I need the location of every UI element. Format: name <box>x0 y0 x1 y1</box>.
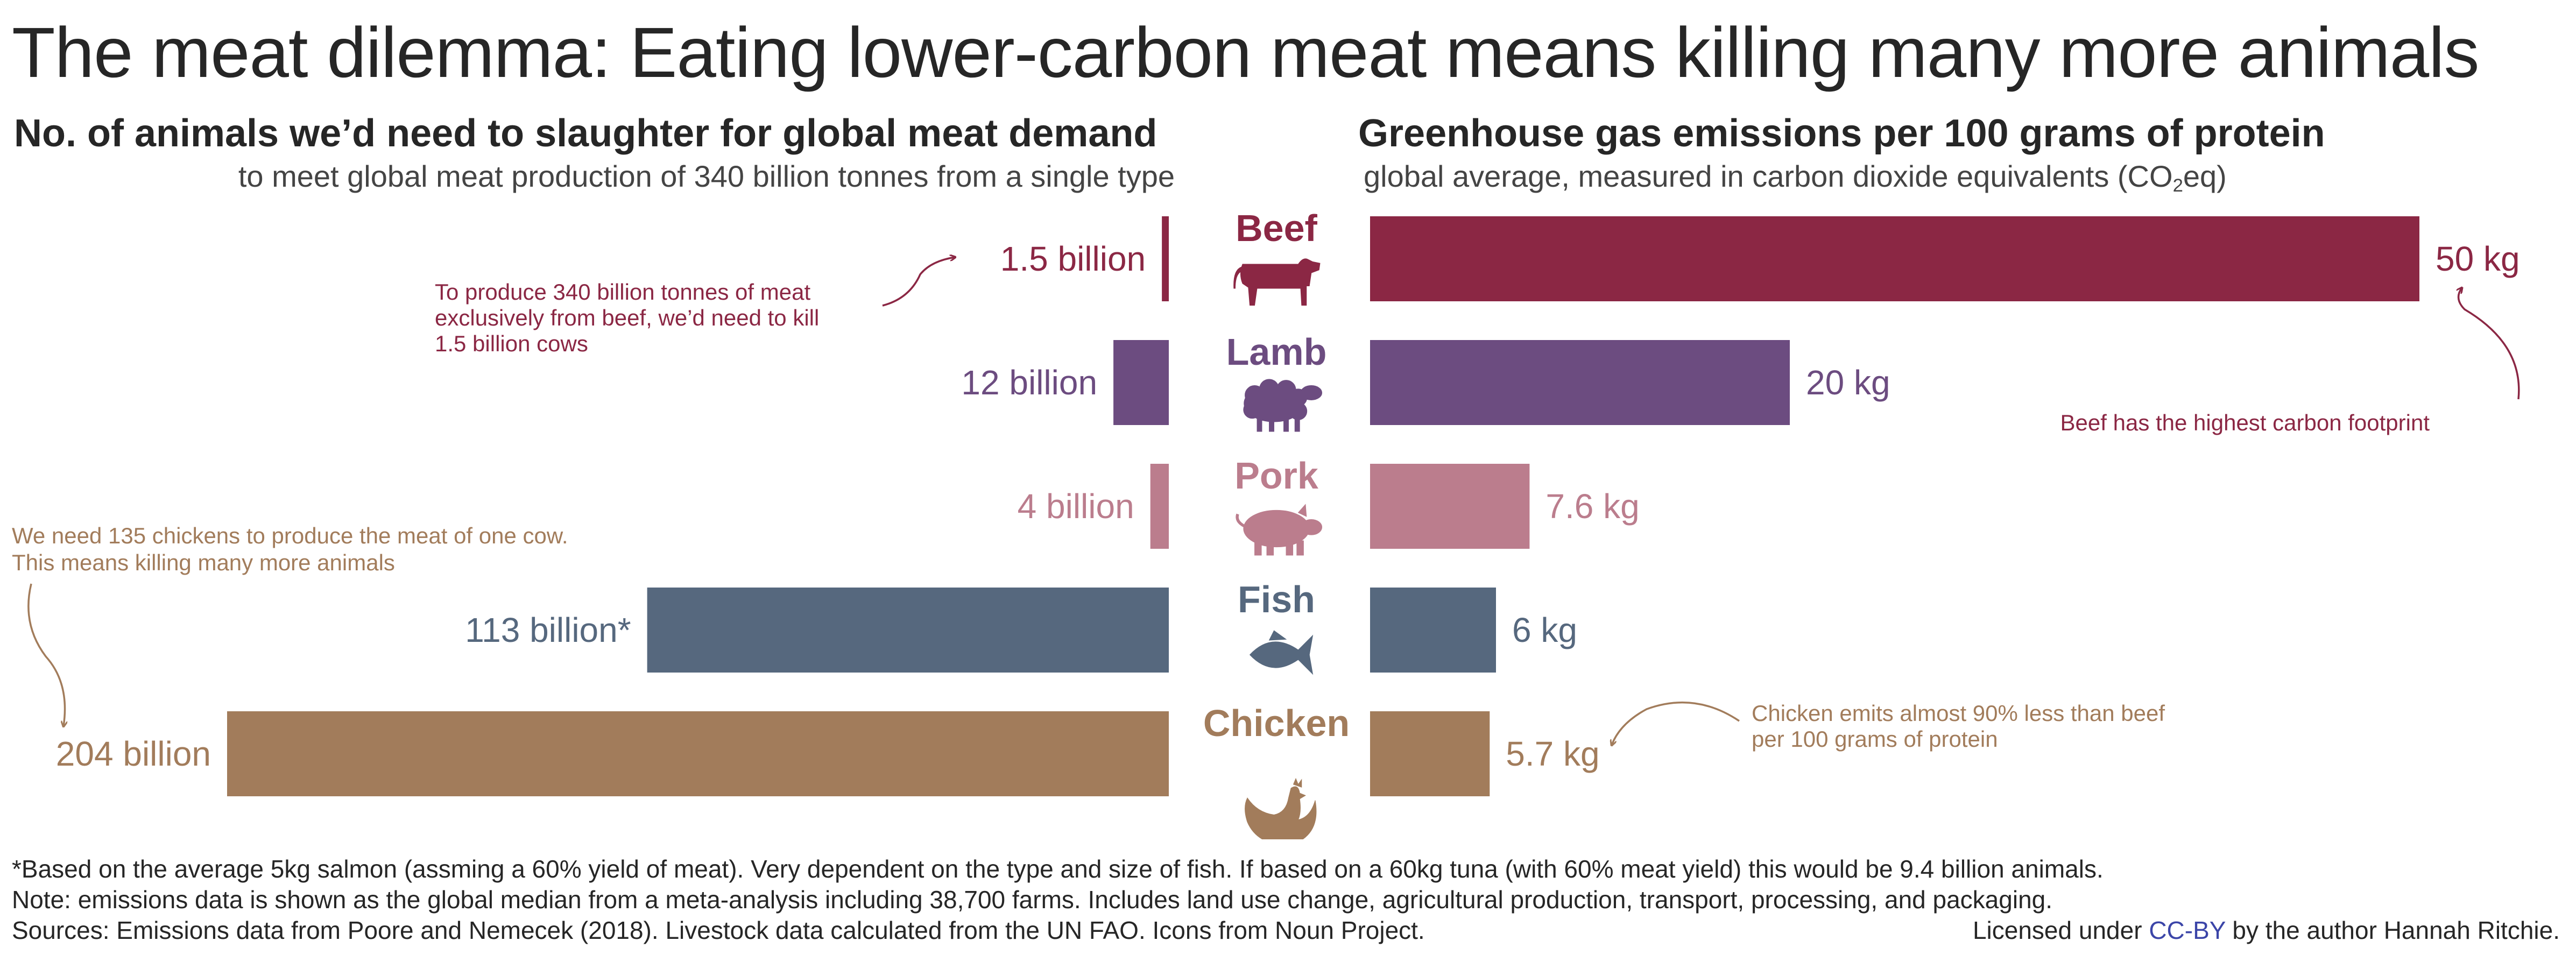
footnote-emissions: Note: emissions data is shown as the glo… <box>12 886 2053 914</box>
category-label-lamb: Lamb <box>1226 331 1327 373</box>
page-title: The meat dilemma: Eating lower-carbon me… <box>12 13 2480 92</box>
left-panel-title: No. of animals we’d need to slaughter fo… <box>14 112 1158 155</box>
annotation-line: 1.5 billion cows <box>435 331 588 356</box>
left-panel-description: to meet global meat production of 340 bi… <box>238 159 1175 193</box>
emissions-bar-series <box>1370 216 2419 796</box>
emissions-value-label: 7.6 kg <box>1545 487 1639 526</box>
annotation-arrow <box>1612 701 1740 745</box>
emissions-bar-beef <box>1370 216 2419 301</box>
emissions-value-label: 20 kg <box>1806 363 1890 402</box>
annotation-line: We need 135 chickens to produce the meat… <box>12 523 568 548</box>
animals-value-labels: 1.5 billion 12 billion 4 billion 113 billio… <box>56 239 1146 773</box>
emissions-bar-pork <box>1370 464 1530 549</box>
chicken-icon <box>1245 778 1317 839</box>
animals-bar-lamb <box>1113 340 1169 425</box>
emissions-bar-lamb <box>1370 340 1790 425</box>
animals-value-label: 1.5 billion <box>1000 239 1146 278</box>
license-prefix: Licensed under <box>1972 916 2149 944</box>
animals-value-label: 113 billion* <box>465 611 631 649</box>
sources: Sources: Emissions data from Poore and N… <box>12 916 1425 944</box>
license-suffix: by the author Hannah Ritchie. <box>2225 916 2560 944</box>
fish-icon <box>1250 630 1313 675</box>
animals-bar-fish <box>647 588 1169 673</box>
category-label-pork: Pork <box>1234 455 1318 497</box>
annotation-line: To produce 340 billion tonnes of meat <box>435 279 810 305</box>
annotation-line: per 100 grams of protein <box>1752 726 1998 752</box>
paired-bar-chart: 1.5 billion 12 billion 4 billion 113 billio… <box>12 207 2520 839</box>
footnote-fish: *Based on the average 5kg salmon (assmin… <box>12 855 2104 883</box>
annotation-line: exclusively from beef, we’d need to kill <box>435 305 819 330</box>
annotation-line: Beef has the highest carbon footprint <box>2060 410 2430 435</box>
pig-icon <box>1237 505 1322 556</box>
annotation-arrow <box>882 257 955 307</box>
right-panel-description-end: eq) <box>2183 159 2227 193</box>
emissions-value-labels: 50 kg 20 kg 7.6 kg 6 kg 5.7 kg <box>1506 239 2519 773</box>
right-panel-description: global average, measured in carbon dioxi… <box>1364 159 2227 196</box>
category-label-fish: Fish <box>1238 578 1315 620</box>
annotation-arrow <box>27 583 65 726</box>
annotation-line: Chicken emits almost 90% less than beef <box>1752 701 2165 726</box>
svg-text:Chicken emits almost 90% less: Chicken emits almost 90% less than beef … <box>1752 701 2171 752</box>
annotation-beef-emissions: Beef has the highest carbon footprint <box>2060 288 2520 435</box>
emissions-value-label: 6 kg <box>1512 611 1577 649</box>
meat-category-labels: Beef Lamb Pork Fish Chicken <box>1203 207 1350 744</box>
license: Licensed under CC-BY by the author Hanna… <box>1973 916 2560 945</box>
animals-bar-chicken <box>227 711 1169 796</box>
emissions-bar-fish <box>1370 588 1496 673</box>
emissions-bar-chicken <box>1370 711 1490 796</box>
annotation-chicken-emissions: Chicken emits almost 90% less than beef … <box>1612 701 2171 752</box>
animals-bar-series <box>227 216 1169 796</box>
category-label-beef: Beef <box>1236 207 1317 249</box>
annotation-beef-animals: To produce 340 billion tonnes of meat ex… <box>435 257 955 356</box>
annotation-arrow <box>2459 288 2520 400</box>
right-panel-description-main: global average, measured in carbon dioxi… <box>1364 159 2173 193</box>
animals-value-label: 12 billion <box>961 363 1097 402</box>
animals-value-label: 4 billion <box>1018 487 1134 526</box>
animals-bar-beef <box>1162 216 1169 301</box>
license-link[interactable]: CC-BY <box>2149 916 2226 944</box>
emissions-value-label: 5.7 kg <box>1506 734 1599 773</box>
emissions-value-label: 50 kg <box>2436 239 2520 278</box>
animals-bar-pork <box>1150 464 1169 549</box>
annotation-chicken-animals: We need 135 chickens to produce the meat… <box>12 523 574 726</box>
svg-text:We need 135 chickens to produc: We need 135 chickens to produce the meat… <box>12 523 574 575</box>
sheep-icon <box>1243 379 1323 432</box>
animals-value-label: 204 billion <box>56 734 211 773</box>
annotation-line: This means killing many more animals <box>12 550 395 575</box>
cow-icon <box>1233 258 1321 306</box>
right-panel-description-subscript: 2 <box>2172 175 2183 196</box>
svg-text:To produce 340 billion tonnes: To produce 340 billion tonnes of meat ex… <box>435 279 825 356</box>
right-panel-title: Greenhouse gas emissions per 100 grams o… <box>1358 112 2325 155</box>
category-label-chicken: Chicken <box>1203 702 1350 744</box>
